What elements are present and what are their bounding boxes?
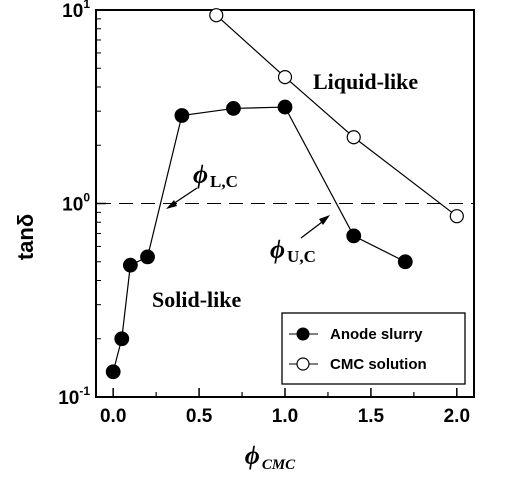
y-tick-exponent: -1	[79, 384, 90, 398]
x-tick-label: 1.5	[358, 406, 385, 427]
legend-cmc-label: CMC solution	[330, 356, 427, 373]
x-tick-label: 0.5	[186, 406, 213, 427]
y-tick-label: 10-1	[58, 384, 90, 409]
y-tick-exponent: 0	[83, 191, 90, 205]
anode-slurry-point	[105, 364, 121, 380]
phi-upper-label: ϕ U,C	[270, 235, 316, 266]
x-tick-label: 2.0	[444, 406, 470, 427]
x-axis-ticks: 0.0 0.5 1.0 1.5 2.0	[100, 388, 470, 427]
anode-slurry-point	[140, 249, 155, 265]
legend-box	[281, 312, 466, 385]
x-axis-subscript: CMC	[262, 457, 296, 473]
cmc-solution-point	[346, 130, 361, 145]
phi-lower-arrow-head	[166, 200, 177, 209]
phi-upper-subscript: U,C	[287, 247, 316, 266]
cmc-solution-point	[277, 70, 293, 85]
cmc-solution-line	[215, 14, 458, 217]
y-tick-base: 10	[62, 195, 83, 216]
legend-cmc-marker	[296, 357, 310, 371]
y-tick-base: 10	[62, 1, 83, 22]
anode-slurry-point	[346, 228, 362, 244]
anode-slurry-point	[277, 99, 293, 115]
y-axis-title: tanδ	[13, 214, 38, 260]
anode-slurry-point	[397, 254, 413, 270]
anode-slurry-point	[122, 257, 138, 273]
solid-like-label: Solid-like	[152, 287, 241, 312]
phi-upper-arrow-head	[319, 215, 330, 225]
y-tick-exponent: 1	[83, 0, 90, 11]
x-tick-label: 1.0	[272, 406, 298, 427]
phi-lower-subscript: L,C	[210, 172, 238, 191]
phi-lower-label: ϕ L,C	[193, 160, 238, 191]
legend: Anode slurry CMC solution	[281, 312, 466, 385]
phi-upper-symbol: ϕ	[270, 235, 285, 264]
legend-anode-marker	[296, 327, 310, 341]
phi-lower-symbol: ϕ	[193, 160, 208, 189]
y-tick-label: 100	[62, 191, 90, 216]
x-axis-symbol: ϕ	[245, 441, 260, 470]
liquid-like-label: Liquid-like	[313, 69, 418, 94]
y-tick-label: 101	[62, 0, 90, 22]
x-tick-label: 0.0	[100, 406, 126, 427]
phi-lower-annotation: ϕ L,C	[166, 160, 238, 209]
phi-upper-annotation: ϕ U,C	[270, 215, 330, 266]
anode-slurry-point	[174, 108, 190, 123]
x-axis-title: ϕ CMC	[245, 441, 296, 473]
legend-anode-label: Anode slurry	[330, 326, 423, 343]
data-series	[105, 8, 464, 380]
anode-slurry-point	[226, 101, 241, 116]
cmc-solution-point	[209, 8, 224, 23]
cmc-solution-point	[449, 209, 464, 224]
anode-slurry-point	[114, 331, 130, 347]
y-tick-base: 10	[58, 388, 79, 409]
